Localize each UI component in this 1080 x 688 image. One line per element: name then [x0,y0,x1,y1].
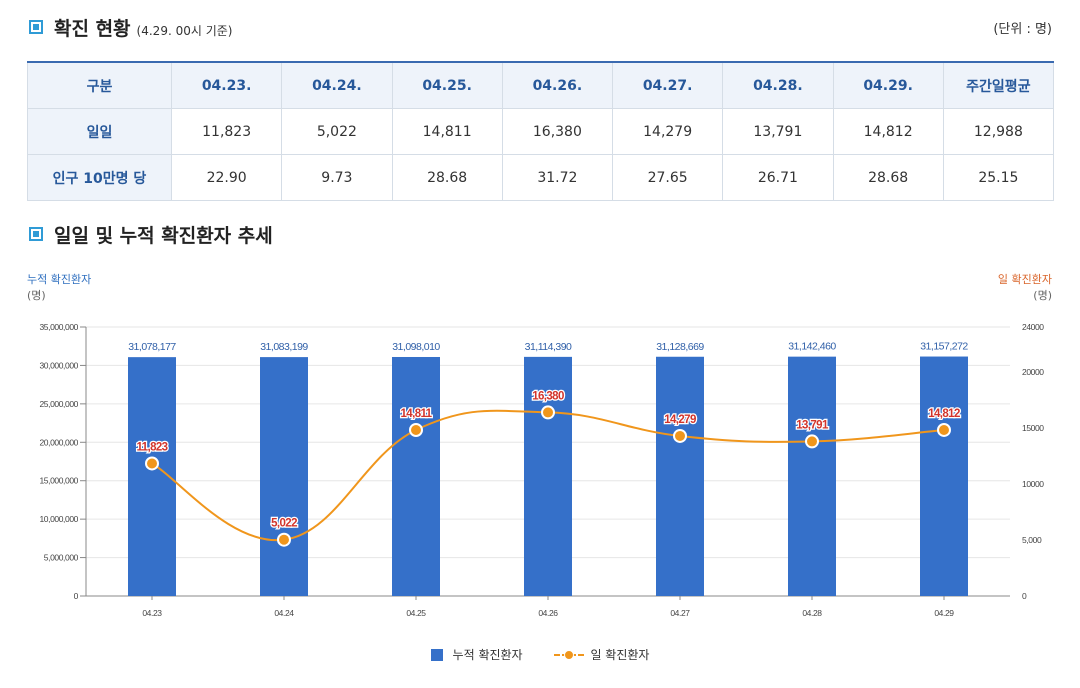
left-axis-label: 누적 확진환자 [27,273,92,286]
daily-value-label: 14,812 [928,408,960,420]
left-axis-title: 누적 확진환자 (명) [27,272,91,304]
section-icon [29,227,43,241]
right-axis-title: 일 확진환자 (명) [998,272,1052,304]
table-cell: 25.15 [942,154,1055,201]
daily-point [541,405,555,420]
bar [524,356,572,596]
daily-point [277,532,291,547]
x-tick-label: 04.26 [538,608,558,618]
bar [788,356,836,596]
legend-line-label: 일 확진환자 [590,648,650,662]
table-cell: 13,791 [722,108,834,155]
bar-value-label: 31,083,199 [260,341,308,353]
bar [920,356,968,596]
section-icon [29,20,43,34]
bar-value-label: 31,114,390 [525,341,572,353]
left-tick-label: 10,000,000 [39,514,78,524]
daily-value-label: 14,811 [401,408,433,420]
table-cell: 16,380 [501,108,614,155]
left-tick-label: 0 [74,591,79,601]
table-cell: 28.68 [391,154,503,201]
daily-point [145,456,159,471]
legend-item-cumulative[interactable]: 누적 확진환자 [430,646,523,663]
legend-line-swatch [554,649,585,661]
left-tick-label: 5,000,000 [44,553,79,563]
right-tick-label: 0 [1022,591,1027,601]
table-header-cell: 04.28. [722,61,834,109]
table-header-cell: 04.26. [501,61,614,109]
legend-bar-label: 누적 확진환자 [452,648,523,662]
status-title-text: 확진 현황 [54,18,131,40]
daily-point [805,434,819,449]
right-tick-label: 20000 [1022,367,1044,377]
bar [656,356,704,596]
daily-point [409,422,423,437]
table-header-cell: 구분 [27,61,172,109]
x-tick-label: 04.27 [670,608,690,618]
table-cell: 31.72 [501,154,614,201]
right-tick-label: 10000 [1022,479,1044,489]
daily-value-label: 13,791 [796,419,829,431]
table-header-cell: 04.27. [611,61,724,109]
table-header-cell: 04.24. [281,61,393,109]
table-cell: 26.71 [722,154,834,201]
table-header-cell: 04.23. [170,61,283,109]
legend-item-daily[interactable]: 일 확진환자 [554,646,649,663]
status-subtitle: (4.29. 00시 기준) [136,24,233,38]
daily-value-label: 5,022 [271,518,297,530]
table-row: 인구 10만명 당 22.90 9.73 28.68 31.72 27.65 2… [27,154,1055,201]
right-tick-label: 24000 [1022,322,1044,332]
table-cell: 28.68 [832,154,944,201]
daily-value-label: 16,380 [532,390,564,402]
bar-value-label: 31,157,272 [920,341,968,353]
table-cell: 22.90 [170,154,283,201]
right-axis-unit: (명) [1033,289,1052,302]
x-tick-label: 04.23 [142,608,162,618]
left-tick-label: 25,000,000 [39,399,78,409]
daily-point [937,422,951,437]
x-tick-label: 04.28 [802,608,822,618]
table-cell: 11,823 [170,108,283,155]
left-tick-label: 30,000,000 [39,360,78,370]
stats-table: 구분 04.23. 04.24. 04.25. 04.26. 04.27. 04… [27,61,1055,201]
row-label: 인구 10만명 당 [27,154,172,201]
bar [392,356,440,596]
right-axis-label: 일 확진환자 [997,273,1052,286]
table-cell: 14,279 [611,108,724,155]
right-tick-label: 15000 [1022,423,1044,433]
right-tick-label: 5,000 [1022,535,1042,545]
unit-label: (단위 : 명) [993,22,1052,37]
x-tick-label: 04.24 [274,608,294,618]
left-tick-label: 20,000,000 [39,437,78,447]
table-cell: 14,811 [391,108,503,155]
bar-value-label: 31,142,460 [788,341,836,353]
table-cell: 27.65 [611,154,724,201]
bar-value-label: 31,098,010 [392,341,440,353]
table-cell: 5,022 [281,108,393,155]
row-label: 일일 [27,108,172,155]
x-tick-label: 04.29 [934,608,954,618]
daily-value-label: 11,823 [137,441,168,453]
x-tick-label: 04.25 [406,608,426,618]
chart-legend: 누적 확진환자 일 확진환자 [0,646,1080,664]
section-title-status: 확진 현황 (4.29. 00시 기준) [54,14,232,41]
left-axis-unit: (명) [27,289,46,302]
legend-bar-swatch [430,648,443,661]
left-tick-label: 15,000,000 [39,476,78,486]
section-title-trend: 일일 및 누적 확진환자 추세 [54,225,273,247]
bar [260,357,308,596]
bar-value-label: 31,128,669 [656,341,704,353]
table-header-cell: 주간일평균 [942,61,1055,109]
table-header-row: 구분 04.23. 04.24. 04.25. 04.26. 04.27. 04… [27,61,1055,109]
daily-point [673,428,687,443]
table-row: 일일 11,823 5,022 14,811 16,380 14,279 13,… [27,108,1055,155]
daily-value-label: 14,279 [664,414,696,426]
bar-value-label: 31,078,177 [128,341,176,353]
left-tick-label: 35,000,000 [39,322,78,332]
